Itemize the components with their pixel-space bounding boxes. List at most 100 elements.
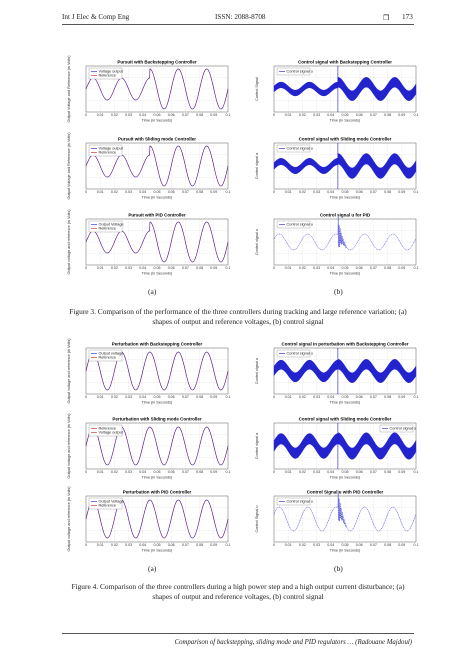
x-tick-label: 0.03 [313, 190, 320, 194]
x-tick-label: 0.08 [196, 470, 203, 474]
chart-f4b1: Control signal in perturbation with Back… [250, 340, 420, 406]
chart-f3b3: Control signal u for PID 0 0.01 0.02 0.03 0.0… [250, 211, 420, 277]
legend-entry: Reference [99, 74, 117, 78]
series-line [273, 359, 417, 383]
x-tick-label: 0.1 [226, 470, 231, 474]
chart-f4a2: Perturbation with Sliding mode Controlle… [62, 413, 232, 481]
x-tick-label: 0.01 [285, 190, 292, 194]
chart-title: Pursuit with Sliding mode Controller [118, 137, 196, 142]
x-tick-label: 0.06 [356, 266, 363, 270]
x-tick-label: 0.03 [125, 266, 132, 270]
x-tick-label: 0.02 [299, 470, 306, 474]
x-tick-label: 0.02 [299, 395, 306, 399]
legend-entry: Voltage output [99, 431, 124, 435]
x-tick-label: 0.07 [182, 113, 189, 117]
x-tick-label: 0.08 [384, 543, 391, 547]
y-axis-label: Output Voltage and Reference (in Volts) [67, 55, 71, 123]
x-tick-label: 0.09 [398, 543, 405, 547]
x-tick-label: 0.04 [327, 266, 334, 270]
y-axis-label: Control signal u [255, 433, 259, 459]
x-tick-label: 0 [85, 190, 87, 194]
x-tick-label: 0.07 [370, 113, 377, 117]
chart-title: Pursuit with Backstepping Controller [117, 60, 197, 65]
legend-box [276, 144, 311, 153]
legend-box [276, 497, 311, 506]
x-tick-label: 0.09 [210, 470, 217, 474]
x-tick-label: 0.08 [196, 395, 203, 399]
x-tick-label: 0.09 [210, 266, 217, 270]
x-tick-label: 0.03 [125, 190, 132, 194]
series-line [273, 217, 417, 251]
series-line [85, 499, 229, 539]
chart-title: Perturbation with Sliding mode Controlle… [112, 417, 201, 422]
x-tick-label: 0.02 [299, 266, 306, 270]
x-tick-label: 0.06 [356, 113, 363, 117]
chart-f3b1: Control signal with Backstepping Control… [250, 58, 420, 124]
x-tick-label: 0.09 [210, 190, 217, 194]
checkbox-icon: ❒ [383, 14, 390, 22]
x-tick-label: 0.03 [125, 470, 132, 474]
chart-f4b3: Control Signal u with PID Controller 0 0.0… [250, 488, 420, 554]
y-axis-label: Control signal u [255, 358, 259, 384]
x-tick-label: 0.07 [370, 470, 377, 474]
legend-box [88, 424, 123, 437]
x-tick-label: 0.01 [285, 266, 292, 270]
x-tick-label: 0.1 [226, 395, 231, 399]
x-tick-label: 0.02 [111, 470, 118, 474]
x-tick-label: 0.04 [139, 543, 146, 547]
legend-entry: Output voltage [99, 352, 124, 356]
legend-box [88, 349, 123, 362]
issn: ISSN: 2088-8708 [215, 13, 266, 21]
legend-box [276, 349, 311, 358]
x-axis-label: Time (in Seconds) [142, 119, 173, 123]
chart-f4a1: Perturbation with Backstepping Controlle… [62, 338, 232, 406]
x-tick-label: 0.05 [154, 266, 161, 270]
legend-box [88, 220, 123, 233]
x-tick-label: 0.09 [398, 190, 405, 194]
y-axis-label: Output Voltage and Reference (in Volts) [67, 132, 71, 200]
x-tick-label: 0.09 [398, 266, 405, 270]
x-tick-label: 0.05 [342, 543, 349, 547]
legend-entry: Reference [99, 427, 117, 431]
x-tick-label: 0.08 [384, 113, 391, 117]
x-tick-label: 0.08 [384, 266, 391, 270]
y-axis-label: Control signal u [255, 229, 259, 255]
x-tick-label: 0.08 [384, 190, 391, 194]
x-tick-label: 0.05 [342, 190, 349, 194]
x-tick-label: 0.06 [168, 395, 175, 399]
x-tick-label: 0.07 [182, 470, 189, 474]
x-axis-label: Time (in Seconds) [330, 119, 361, 123]
x-tick-label: 0.08 [384, 470, 391, 474]
x-tick-label: 0.04 [139, 266, 146, 270]
x-tick-label: 0.1 [414, 113, 419, 117]
figure3-caption: Figure 3. Comparison of the performance … [69, 307, 407, 326]
x-tick-label: 0.01 [97, 470, 104, 474]
x-tick-label: 0.07 [370, 395, 377, 399]
legend-entry: Voltage output [99, 70, 124, 74]
x-tick-label: 0.05 [342, 470, 349, 474]
x-tick-label: 0.07 [182, 266, 189, 270]
x-tick-label: 0.04 [327, 113, 334, 117]
x-tick-label: 0.06 [168, 190, 175, 194]
x-tick-label: 0.03 [313, 395, 320, 399]
chart-title: Pursuit with PID Controller [128, 213, 186, 218]
x-tick-label: 0.04 [327, 190, 334, 194]
x-tick-label: 0.1 [414, 470, 419, 474]
x-tick-label: 0.01 [285, 113, 292, 117]
x-tick-label: 0.08 [196, 190, 203, 194]
chart-title: Control signal u for PID [320, 213, 371, 218]
legend-entry: Reference [99, 227, 117, 231]
x-tick-label: 0.02 [111, 190, 118, 194]
x-tick-label: 0.06 [356, 190, 363, 194]
x-tick-label: 0.05 [154, 190, 161, 194]
x-tick-label: 0.05 [342, 266, 349, 270]
legend-entry: Control signal u [287, 223, 313, 227]
chart-title: Control signal with Sliding mode Control… [299, 417, 392, 422]
x-axis-label: Time (in Seconds) [142, 401, 173, 405]
x-axis-label: Time (in Seconds) [330, 272, 361, 276]
x-tick-label: 0.02 [299, 543, 306, 547]
x-tick-label: 0.01 [97, 113, 104, 117]
x-tick-label: 0.1 [414, 543, 419, 547]
x-tick-label: 0.05 [342, 113, 349, 117]
